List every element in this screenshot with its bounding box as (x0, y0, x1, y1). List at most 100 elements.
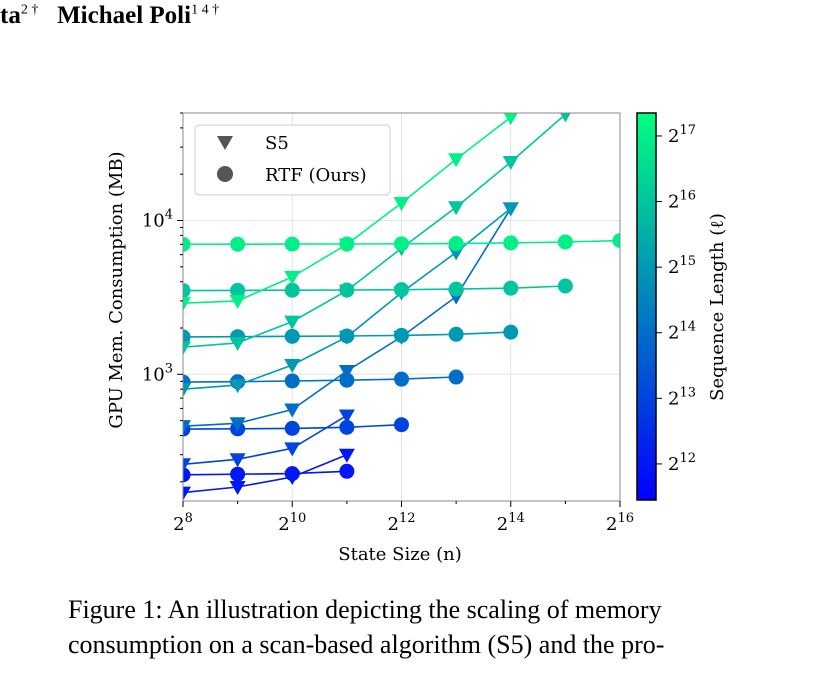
rtf-point (394, 327, 409, 343)
s5-point (229, 336, 246, 351)
s5-point (284, 315, 301, 330)
rtf-point (448, 326, 464, 342)
s5-point (183, 341, 191, 356)
y-tick-label: 103 (142, 361, 173, 385)
x-tick-label: 212 (388, 511, 416, 535)
rtf-point (284, 466, 300, 482)
colorbar-tick-label: 214 (668, 320, 696, 344)
s5-point (284, 358, 301, 373)
rtf-point (284, 282, 300, 298)
s5-point (338, 365, 355, 380)
s5-point (448, 153, 465, 168)
author-line: ta2 † Michael Poli1 4 † (0, 2, 219, 30)
legend-box (194, 124, 391, 196)
y-tick-label: 104 (142, 207, 173, 231)
s5-point (503, 113, 518, 126)
rtf-point (503, 280, 519, 296)
s5-point (502, 156, 519, 171)
s5-point (183, 486, 191, 501)
rtf-point (284, 373, 300, 389)
x-tick-label: 210 (278, 511, 306, 535)
rtf-point (284, 236, 300, 252)
colorbar-tick-label: 217 (668, 123, 696, 147)
x-tick-label: 214 (497, 511, 525, 535)
legend: S5 RTF (Ours) (194, 124, 391, 196)
rtf-point (339, 328, 355, 344)
legend-marker-s5 (217, 136, 233, 150)
rtf-point (339, 463, 355, 479)
rtf-point (339, 419, 355, 435)
series-line-rtf-l14 (183, 376, 457, 383)
author-left: ta (0, 2, 21, 29)
colorbar-tick-label: 216 (668, 189, 696, 213)
rtf-point (183, 236, 191, 252)
author-right-affiliation: 1 4 † (191, 2, 220, 18)
series-line-rtf-l12 (183, 470, 347, 476)
rtf-point (557, 234, 573, 250)
series-line-rtf-l16 (183, 285, 566, 292)
s5-point (448, 246, 465, 261)
series-line-s5-l16 (183, 113, 566, 348)
rtf-point (612, 233, 620, 249)
rtf-point (394, 236, 409, 252)
x-axis-label: State Size (n) (338, 544, 462, 565)
s5-point (560, 113, 571, 123)
series-line-s5-l13 (183, 414, 348, 466)
x-tick-label: 28 (173, 511, 193, 535)
x-tick-label: 216 (606, 511, 634, 535)
rtf-point (448, 236, 464, 252)
author-right: Michael Poli (57, 2, 192, 29)
s5-point (448, 201, 465, 216)
s5-point (183, 297, 191, 312)
colorbar-tick-label: 212 (668, 451, 696, 475)
s5-point (502, 202, 519, 217)
rtf-point (284, 420, 300, 436)
s5-point (338, 409, 355, 424)
rtf-point (503, 235, 519, 251)
s5-point (284, 270, 301, 285)
legend-label-rtf: RTF (Ours) (265, 165, 367, 186)
colorbar-tick-label: 215 (668, 254, 696, 278)
rtf-point (339, 236, 355, 252)
s5-point (229, 294, 246, 309)
legend-marker-rtf (217, 166, 233, 182)
figure-caption: Figure 1: An illustration depicting the … (68, 595, 665, 659)
s5-point (284, 403, 301, 418)
axes: 28 210 212 214 216 103 104 (142, 112, 634, 535)
colorbar-tick-label: 213 (668, 385, 696, 409)
colorbar-label: Sequence Length (ℓ) (707, 213, 728, 401)
s5-point (338, 448, 355, 463)
rtf-point (339, 372, 355, 388)
s5-point (229, 417, 246, 432)
s5-point (229, 379, 246, 394)
s5-point (393, 196, 410, 211)
rtf-point (230, 466, 246, 482)
rtf-point (183, 467, 191, 483)
rtf-point (183, 329, 191, 345)
s5-point (229, 453, 246, 468)
s5-point (229, 480, 246, 495)
rtf-point (230, 282, 246, 298)
s5-point (183, 458, 191, 473)
rtf-point (394, 417, 409, 433)
s5-point (284, 442, 301, 457)
rtf-point (448, 281, 464, 297)
colorbar: 212 213 214 215 216 217 Sequence Length (ℓ) (636, 112, 728, 501)
s5-point (183, 383, 191, 398)
series-group (183, 113, 620, 501)
rtf-point (339, 282, 355, 298)
rtf-point (394, 282, 409, 298)
rtf-point (230, 236, 246, 252)
rtf-point (557, 278, 573, 294)
rtf-point (503, 324, 519, 340)
series-line-s5-l12 (183, 453, 348, 494)
colorbar-gradient (636, 112, 657, 501)
s5-point (183, 420, 191, 435)
legend-label-s5: S5 (265, 133, 289, 154)
rtf-point (284, 328, 300, 344)
rtf-point (448, 369, 464, 385)
rtf-point (394, 371, 409, 387)
y-axis-label: GPU Mem. Consumption (MB) (106, 151, 127, 428)
author-left-affiliation: 2 † (20, 2, 39, 18)
